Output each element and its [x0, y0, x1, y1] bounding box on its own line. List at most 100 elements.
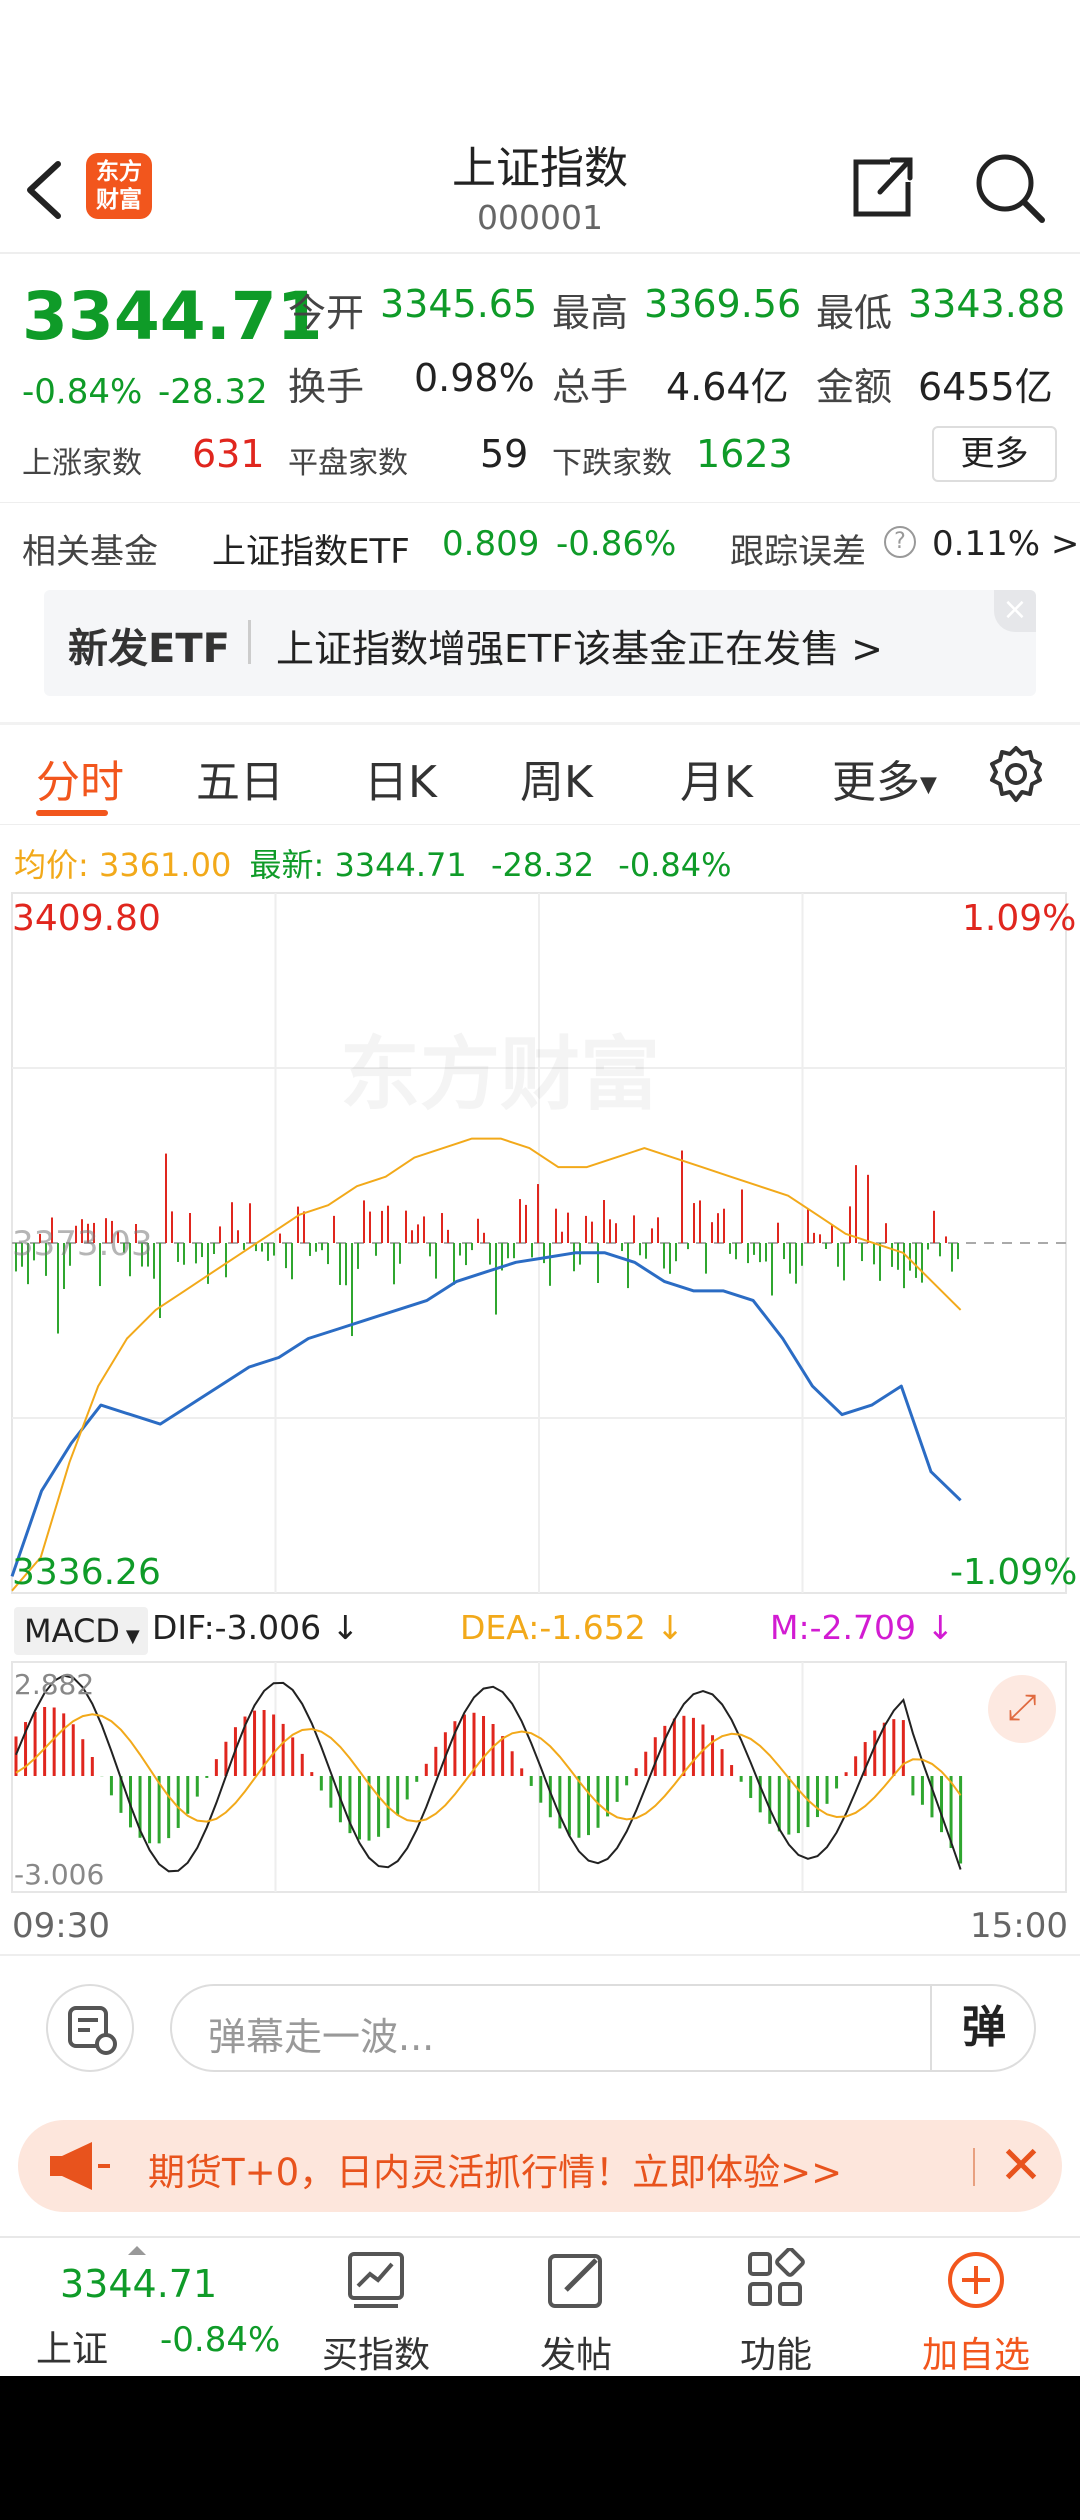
high-label: 最高 — [552, 291, 629, 335]
nav-index-name[interactable]: 上证 — [36, 2329, 109, 2370]
volume-label: 总手 — [552, 365, 629, 409]
chart-top-left-label: 3409.80 — [12, 898, 161, 939]
price-line — [10, 1251, 962, 1577]
danmu-input[interactable]: 弹幕走一波... 弹 — [170, 1984, 1036, 2072]
related-fund-row[interactable]: 相关基金 上证指数ETF 0.809 -0.86% 跟踪误差 ? 0.11% > — [0, 510, 1080, 580]
macd-dea-line — [15, 1713, 962, 1823]
nav-add-watchlist-label: 加自选 — [921, 2335, 1030, 2376]
latest-abs: -28.32 — [490, 846, 595, 884]
nav-functions-label: 功能 — [739, 2335, 812, 2376]
help-icon[interactable]: ? — [884, 526, 916, 558]
caret-down-icon: ▼ — [920, 772, 937, 798]
divider — [0, 502, 1080, 503]
nav-add-watchlist[interactable]: 加自选 — [876, 2238, 1076, 2376]
close-icon[interactable]: × — [994, 590, 1036, 632]
danmu-toggle-button[interactable]: 弹 — [930, 1986, 1036, 2070]
indicator-selector[interactable]: MACD ▼ — [14, 1607, 148, 1655]
search-icon — [976, 154, 1045, 223]
danmu-settings-button[interactable] — [46, 1984, 134, 2072]
nav-index-price[interactable]: 3344.71 — [60, 2262, 218, 2306]
volume-value: 4.64亿 — [666, 365, 789, 409]
promo-banner[interactable]: 期货T+0，日内灵活抓行情！立即体验>> ✕ — [18, 2120, 1062, 2212]
tab-five-day[interactable]: 五日 — [196, 757, 284, 808]
prev-close-label: 3373.03 — [12, 1224, 153, 1264]
fund-label: 相关基金 — [22, 532, 158, 572]
chart-bottom-right-label: -1.09% — [950, 1552, 1078, 1593]
danmu-settings-icon — [68, 2006, 117, 2055]
up-count-label: 上涨家数 — [22, 446, 142, 481]
macd-chart[interactable] — [0, 1660, 1080, 1900]
page-title: 上证指数 — [452, 143, 628, 194]
down-count-label: 下跌家数 — [552, 446, 672, 481]
tracking-error-label: 跟踪误差 — [730, 532, 866, 572]
separator — [248, 620, 251, 664]
price-summary-row: 均价: 3361.00 最新: 3344.71 -28.32 -0.84% — [14, 840, 731, 886]
active-tab-indicator — [36, 810, 108, 816]
amount-value: 6455亿 — [918, 365, 1053, 409]
average-line — [11, 1137, 962, 1592]
tab-more[interactable]: 更多▼ — [832, 746, 937, 810]
indicator-label: MACD — [24, 1612, 120, 1650]
search-button[interactable] — [972, 150, 1048, 226]
tab-daily-k[interactable]: 日K — [364, 757, 437, 808]
down-count-value: 1623 — [696, 432, 793, 476]
high-value: 3369.56 — [644, 282, 802, 326]
macd-dea-value: DEA:-1.652 — [460, 1608, 646, 1647]
more-button[interactable]: 更多 — [932, 426, 1057, 482]
bottom-nav: 买指数 发帖 功能 加自选 — [0, 2236, 1080, 2376]
macd-m-value: M:-2.709 — [770, 1608, 916, 1647]
grid-icon — [748, 2248, 805, 2306]
nav-buy-index[interactable]: 买指数 — [276, 2238, 476, 2376]
change-percent: -0.84% — [22, 372, 143, 412]
intraday-chart[interactable] — [0, 885, 1080, 1600]
chevron-left-icon — [27, 161, 61, 219]
low-label: 最低 — [816, 291, 893, 335]
danmu-placeholder: 弹幕走一波... — [208, 2015, 435, 2059]
nav-post[interactable]: 发帖 — [476, 2238, 676, 2376]
flat-count-value: 59 — [480, 432, 529, 476]
fund-name: 上证指数ETF — [212, 532, 410, 572]
share-button[interactable] — [850, 152, 920, 222]
amount-label: 金额 — [816, 365, 893, 409]
open-label: 今开 — [288, 291, 365, 335]
turnover-label: 换手 — [288, 365, 365, 409]
tab-intraday[interactable]: 分时 — [36, 757, 124, 808]
divider — [0, 1954, 1080, 1956]
macd-dea: DEA:-1.652 ↓ — [460, 1608, 684, 1647]
fund-pct: -0.86% — [556, 524, 677, 564]
close-icon[interactable]: ✕ — [999, 2136, 1043, 2196]
app-root: 东方 财富 上证指数 000001 3344.71 -0.84% -28.32 … — [0, 0, 1080, 2376]
avg-value: 3361.00 — [98, 846, 232, 884]
avg-label: 均价: — [14, 846, 89, 884]
nav-post-label: 发帖 — [539, 2335, 612, 2376]
change-amount: -28.32 — [158, 372, 268, 412]
tab-weekly-k[interactable]: 周K — [520, 757, 593, 808]
caret-up-icon — [128, 2246, 146, 2255]
settings-button[interactable] — [986, 744, 1046, 804]
divider — [0, 824, 1080, 825]
gear-icon — [990, 746, 1042, 802]
etf-banner-text: 上证指数增强ETF该基金正在发售 > — [276, 627, 883, 671]
flat-count-label: 平盘家数 — [288, 446, 408, 481]
caret-down-icon: ▼ — [125, 1626, 140, 1647]
time-end-label: 15:00 — [970, 1906, 1068, 1946]
expand-icon[interactable]: ⤢ — [988, 1675, 1056, 1743]
macd-top-label: 2.882 — [14, 1668, 95, 1701]
nav-functions[interactable]: 功能 — [676, 2238, 876, 2376]
nav-index-pct[interactable]: -0.84% — [160, 2320, 281, 2360]
etf-banner[interactable]: 新发ETF 上证指数增强ETF该基金正在发售 > × — [44, 590, 1036, 696]
current-price: 3344.71 — [22, 278, 323, 355]
back-button[interactable] — [18, 150, 78, 230]
tab-monthly-k[interactable]: 月K — [680, 757, 753, 808]
up-count-value: 631 — [192, 432, 265, 476]
tracking-error-value: 0.11% > — [932, 524, 1080, 564]
divider — [0, 722, 1080, 725]
fund-price: 0.809 — [442, 524, 540, 564]
macd-dif-line — [15, 1674, 962, 1873]
time-start-label: 09:30 — [12, 1906, 110, 1946]
chart-bottom-left-label: 3336.26 — [12, 1552, 161, 1593]
latest-label: 最新: — [249, 846, 325, 884]
latest-value: 3344.71 — [334, 846, 467, 884]
promo-text: 期货T+0，日内灵活抓行情！立即体验>> — [148, 2151, 843, 2194]
